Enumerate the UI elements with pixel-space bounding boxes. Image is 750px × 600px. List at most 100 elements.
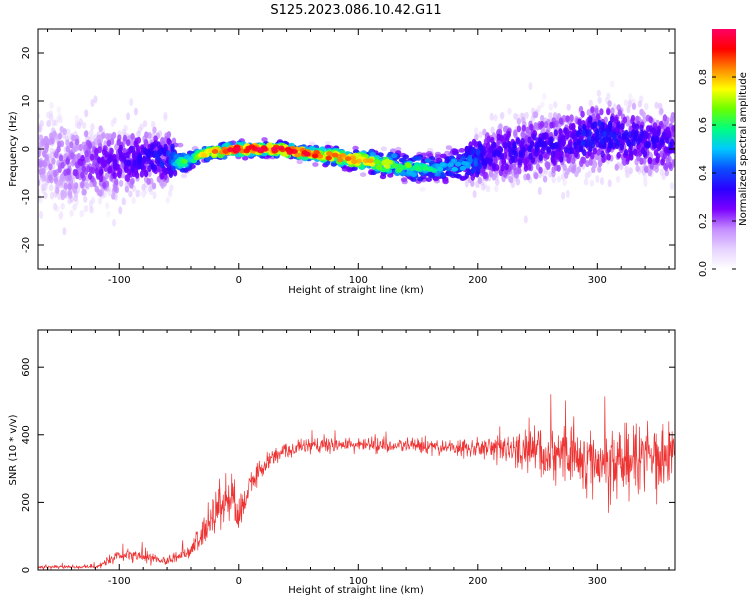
heatmap-cell <box>53 169 58 177</box>
heatmap-cell <box>580 156 585 164</box>
heatmap-cell <box>492 141 497 149</box>
heatmap-cell <box>351 159 358 165</box>
heatmap-cell <box>548 103 553 111</box>
heatmap-cell <box>659 168 664 176</box>
heatmap-cell <box>77 158 82 166</box>
heatmap-cell <box>359 172 367 178</box>
heatmap-cell <box>326 151 333 157</box>
heatmap-cell <box>81 121 87 129</box>
heatmap-cell <box>591 113 596 121</box>
heatmap-cell <box>131 197 136 204</box>
heatmap-cell <box>261 146 268 152</box>
y-tick-label: 400 <box>21 425 32 444</box>
heatmap-cell <box>470 179 475 187</box>
heatmap-cell <box>312 162 319 167</box>
heatmap-cell <box>331 152 339 158</box>
heatmap-cell <box>549 136 554 144</box>
x-tick-label: 100 <box>349 275 368 286</box>
heatmap-cell <box>313 149 320 155</box>
heatmap-cell <box>512 163 517 171</box>
heatmap-cell <box>639 130 645 137</box>
heatmap-cell <box>592 147 597 155</box>
heatmap-cell <box>38 160 43 168</box>
heatmap-cell <box>325 155 332 161</box>
heatmap-cell <box>472 190 477 199</box>
heatmap-cell <box>102 159 108 167</box>
heatmap-cell <box>474 133 479 141</box>
heatmap-cell <box>568 141 573 149</box>
heatmap-cell <box>648 116 653 124</box>
heatmap-cell <box>489 112 494 121</box>
heatmap-cell <box>79 210 84 218</box>
heatmap-cell <box>513 112 518 120</box>
heatmap-cell <box>51 119 56 127</box>
heatmap-cell <box>599 136 604 144</box>
heatmap-cell <box>553 129 558 137</box>
heatmap-cell <box>63 182 69 190</box>
heatmap-cell <box>56 145 61 153</box>
heatmap-cell <box>664 162 669 170</box>
heatmap-cell <box>564 132 570 140</box>
heatmap-cell <box>635 138 641 146</box>
heatmap-cell <box>58 116 63 124</box>
heatmap-cell <box>500 111 505 119</box>
heatmap-cell <box>654 135 660 143</box>
heatmap-cell <box>592 121 598 129</box>
heatmap-cell <box>126 112 131 121</box>
heatmap-cell <box>62 227 67 236</box>
heatmap-cell <box>106 139 112 147</box>
heatmap-cell <box>447 162 454 168</box>
heatmap-cell <box>38 168 44 176</box>
heatmap-cell <box>597 160 603 168</box>
heatmap-cell <box>146 151 151 159</box>
heatmap-cell <box>65 145 71 153</box>
heatmap-cell <box>631 102 637 110</box>
heatmap-cell <box>476 155 481 163</box>
heatmap-cell <box>619 143 624 151</box>
heatmap-cell <box>665 136 670 144</box>
heatmap-cell <box>324 140 331 146</box>
heatmap-cell <box>52 130 57 138</box>
chart-title: S125.2023.086.10.42.G11 <box>270 3 441 18</box>
heatmap-cell <box>38 179 41 187</box>
heatmap-cell <box>375 165 383 170</box>
heatmap-cell <box>67 189 73 197</box>
heatmap-cell <box>126 159 132 167</box>
heatmap-cell <box>380 146 387 152</box>
colorbar-tick-label: 0.4 <box>698 165 709 181</box>
heatmap-cell <box>74 114 80 122</box>
heatmap-cell <box>556 175 562 183</box>
heatmap-cell <box>57 193 62 201</box>
heatmap-cell <box>72 203 77 211</box>
heatmap-cell <box>639 124 644 132</box>
heatmap-cell <box>622 116 628 124</box>
heatmap-cell <box>133 140 138 148</box>
heatmap-cell <box>601 156 606 163</box>
heatmap-cell <box>590 141 596 149</box>
heatmap-cell <box>523 164 529 172</box>
heatmap-cell <box>493 114 498 122</box>
heatmap-cell <box>146 178 151 185</box>
heatmap-cell <box>654 101 659 109</box>
heatmap-cell <box>69 209 74 217</box>
heatmap-cell <box>84 130 89 138</box>
heatmap-cell <box>94 148 99 156</box>
heatmap-cell <box>512 148 517 156</box>
heatmap-cell <box>492 150 497 158</box>
heatmap-cell <box>181 158 188 164</box>
heatmap-cell <box>575 130 581 138</box>
heatmap-cell <box>599 108 604 116</box>
heatmap-cell <box>562 179 567 187</box>
heatmap-cell <box>623 99 629 107</box>
heatmap-cell <box>62 128 67 136</box>
heatmap-cell <box>577 118 582 126</box>
heatmap-cell <box>422 166 429 171</box>
heatmap-cell <box>466 168 472 176</box>
heatmap-cell <box>623 149 629 157</box>
heatmap-cell <box>362 158 370 164</box>
heatmap-cell <box>668 141 673 149</box>
heatmap-cell <box>524 111 529 119</box>
heatmap-cell <box>57 132 63 140</box>
heatmap-cell <box>51 157 56 165</box>
